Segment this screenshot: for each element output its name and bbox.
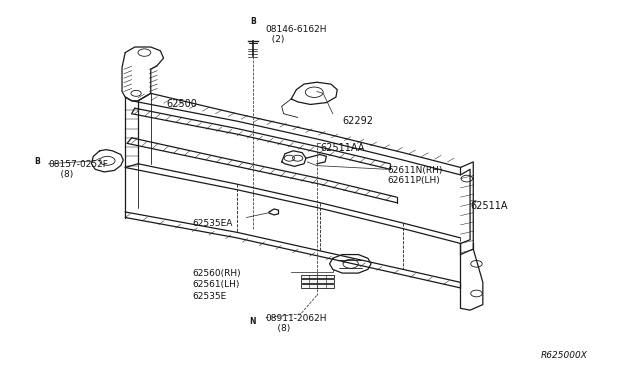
Text: B: B — [34, 157, 40, 166]
Text: 62292: 62292 — [342, 116, 373, 126]
Bar — [301, 284, 334, 288]
Text: B: B — [250, 17, 256, 26]
Text: 62535EA: 62535EA — [192, 219, 233, 228]
Text: 08157-0252F
    (8): 08157-0252F (8) — [49, 160, 108, 179]
Text: 62511AA: 62511AA — [320, 143, 364, 153]
Text: R625000X: R625000X — [540, 351, 587, 360]
Text: 08911-2062H
    (8): 08911-2062H (8) — [266, 314, 327, 333]
Bar — [301, 275, 334, 278]
Text: 62511A: 62511A — [470, 201, 508, 211]
Text: 62500: 62500 — [167, 99, 198, 109]
Text: 62560(RH)
62561(LH): 62560(RH) 62561(LH) — [192, 269, 241, 289]
Text: N: N — [250, 317, 256, 326]
Text: 62611N(RH)
62611P(LH): 62611N(RH) 62611P(LH) — [387, 166, 442, 185]
Text: 62535E: 62535E — [192, 292, 227, 301]
Text: 08146-6162H
  (2): 08146-6162H (2) — [266, 25, 327, 44]
Bar — [301, 279, 334, 283]
